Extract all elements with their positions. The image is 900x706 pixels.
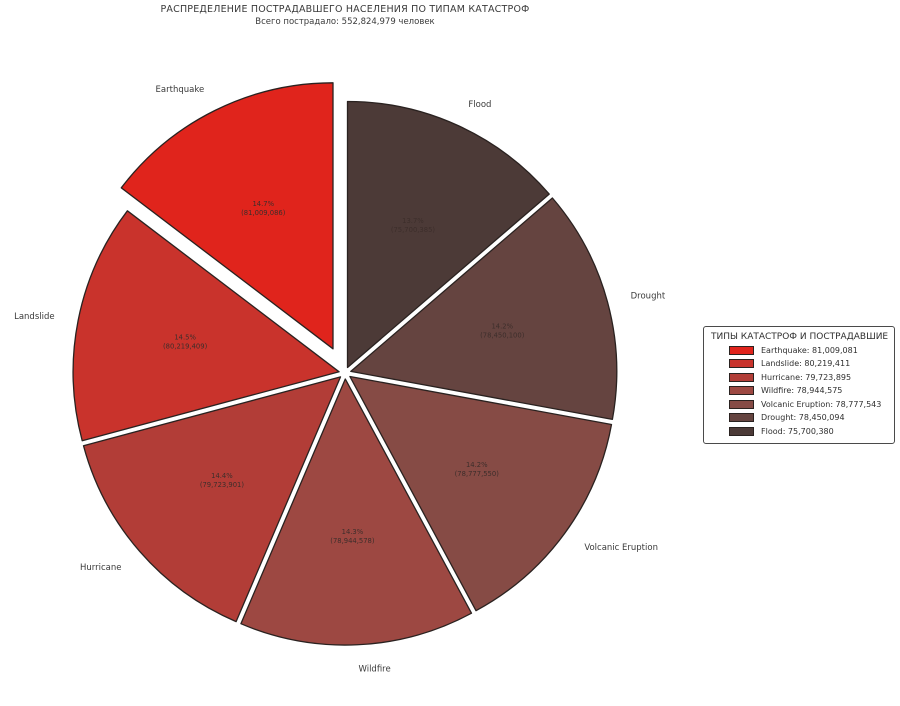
legend-item-wildfire: Wildfire: 78,944,575: [729, 386, 887, 396]
slice-name-label-flood: Flood: [468, 100, 491, 110]
pie-slice-hurricane: [82, 376, 342, 623]
slice-name-label-earthquake: Earthquake: [156, 85, 205, 95]
legend-color-swatch-drought: [729, 413, 754, 423]
legend-color-swatch-earthquake: [729, 345, 754, 355]
pie-slice-earthquake: [120, 82, 334, 350]
slice-name-label-hurricane: Hurricane: [80, 563, 121, 573]
pie-slice-flood: [346, 100, 550, 369]
slice-name-label-volcanic-eruption: Volcanic Eruption: [584, 543, 658, 553]
legend-item-volcanic-eruption: Volcanic Eruption: 78,777,543: [729, 399, 887, 409]
legend-item-label: Flood: 75,700,380: [761, 426, 834, 436]
legend-color-swatch-hurricane: [729, 372, 754, 382]
legend-item-earthquake: Earthquake: 81,009,081: [729, 345, 887, 355]
legend-item-label: Earthquake: 81,009,081: [761, 345, 858, 355]
slice-pct-label-drought: 14.2% (78,450,100): [480, 322, 525, 339]
legend-item-hurricane: Hurricane: 79,723,895: [729, 372, 887, 382]
legend-item-label: Drought: 78,450,094: [761, 413, 845, 423]
legend-color-swatch-wildfire: [729, 386, 754, 396]
chart-subtitle: Всего пострадало: 552,824,979 человек: [255, 17, 435, 27]
legend-items: Earthquake: 81,009,081 Landslide: 80,219,…: [711, 345, 887, 436]
legend-title: ТИПЫ КАТАСТРОФ И ПОСТРАДАВШИЕ: [711, 332, 889, 342]
legend-item-landslide: Landslide: 80,219,411: [729, 359, 887, 369]
legend-color-swatch-volcanic-eruption: [729, 399, 754, 409]
chart-header: РАСПРЕДЕЛЕНИЕ ПОСТРАДАВШЕГО НАСЕЛЕНИЯ ПО…: [0, 4, 690, 27]
legend-item-label: Hurricane: 79,723,895: [761, 372, 852, 382]
legend-color-swatch-landslide: [729, 359, 754, 369]
legend-item-label: Landslide: 80,219,411: [761, 359, 851, 369]
legend-item-flood: Flood: 75,700,380: [729, 426, 887, 436]
pie-slice-drought: [350, 197, 618, 421]
legend-color-swatch-flood: [729, 426, 754, 436]
slice-name-label-wildfire: Wildfire: [358, 665, 390, 675]
slice-pct-label-earthquake: 14.7% (81,009,086): [241, 200, 286, 217]
slice-pct-label-wildfire: 14.3% (78,944,578): [330, 528, 375, 545]
legend-item-label: Wildfire: 78,944,575: [761, 386, 843, 396]
slice-name-label-landslide: Landslide: [14, 312, 55, 322]
legend-item-drought: Drought: 78,450,094: [729, 413, 887, 423]
slice-pct-label-volcanic-eruption: 14.2% (78,777,550): [455, 461, 500, 478]
slice-name-label-drought: Drought: [631, 292, 666, 302]
pie-slice-wildfire: [240, 378, 473, 646]
pie-slice-landslide: [72, 210, 340, 442]
slice-pct-label-flood: 13.7% (75,700,385): [391, 217, 436, 234]
pie-slice-volcanic-eruption: [349, 375, 613, 612]
slice-pct-label-landslide: 14.5% (80,219,409): [163, 334, 208, 351]
chart-title: РАСПРЕДЕЛЕНИЕ ПОСТРАДАВШЕГО НАСЕЛЕНИЯ ПО…: [160, 4, 530, 15]
legend-item-label: Volcanic Eruption: 78,777,543: [761, 399, 882, 409]
slice-pct-label-hurricane: 14.4% (79,723,901): [200, 472, 245, 489]
legend: ТИПЫ КАТАСТРОФ И ПОСТРАДАВШИЕ Earthquake…: [703, 326, 895, 444]
